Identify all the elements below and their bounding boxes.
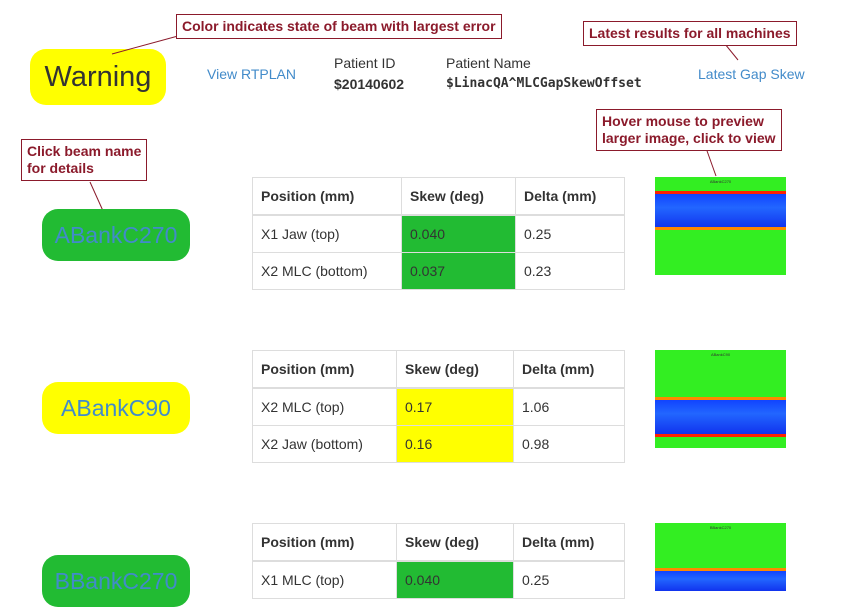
callout-hover-line2: larger image, click to view xyxy=(602,130,776,146)
thumbnail-edge-bottom xyxy=(655,227,786,230)
table-row: X2 MLC (top) 0.17 1.06 xyxy=(252,387,625,426)
thumbnail-title: ABankC270 xyxy=(709,179,732,184)
thumbnail-edge-top xyxy=(655,397,786,400)
thumbnail-gap-band xyxy=(655,400,786,434)
callout-hover-preview: Hover mouse to preview larger image, cli… xyxy=(596,109,782,151)
column-header-delta: Delta (mm) xyxy=(513,523,625,562)
thumbnail-title: ABankC90 xyxy=(710,352,731,357)
column-header-position: Position (mm) xyxy=(252,523,397,562)
thumbnail-edge-top xyxy=(655,568,786,571)
delta-cell: 0.98 xyxy=(513,425,625,463)
callout-click-beam-line1: Click beam name xyxy=(27,143,142,159)
delta-cell: 0.25 xyxy=(513,560,625,599)
column-header-skew: Skew (deg) xyxy=(396,523,514,562)
beam-button-bbankc270[interactable]: BBankC270 xyxy=(42,555,190,607)
column-header-delta: Delta (mm) xyxy=(513,350,625,389)
position-cell: X2 MLC (top) xyxy=(252,387,397,426)
patient-name-label: Patient Name xyxy=(446,55,531,71)
patient-name-value: $LinacQA^MLCGapSkewOffset xyxy=(446,76,642,91)
patient-id-label: Patient ID xyxy=(334,55,396,71)
column-header-position: Position (mm) xyxy=(252,350,397,389)
table-header-row: Position (mm) Skew (deg) Delta (mm) xyxy=(252,523,625,562)
beam-image-thumbnail-bbankc270[interactable]: BBankC270 xyxy=(655,523,786,591)
thumbnail-edge-top xyxy=(655,191,786,194)
column-header-skew: Skew (deg) xyxy=(396,350,514,389)
status-badge: Warning xyxy=(30,49,166,105)
table-header-row: Position (mm) Skew (deg) Delta (mm) xyxy=(252,177,625,216)
table-row: X1 MLC (top) 0.040 0.25 xyxy=(252,560,625,599)
beam-table-bbankc270: Position (mm) Skew (deg) Delta (mm) X1 M… xyxy=(252,523,625,599)
column-header-skew: Skew (deg) xyxy=(401,177,516,216)
table-row: X2 Jaw (bottom) 0.16 0.98 xyxy=(252,425,625,463)
beam-image-thumbnail-abankc90[interactable]: ABankC90 xyxy=(655,350,786,448)
thumbnail-gap-band xyxy=(655,194,786,228)
beam-button-abankc90[interactable]: ABankC90 xyxy=(42,382,190,434)
position-cell: X2 Jaw (bottom) xyxy=(252,425,397,463)
thumbnail-gap-band xyxy=(655,571,786,591)
callout-color-state: Color indicates state of beam with large… xyxy=(176,14,502,39)
callout-latest-results: Latest results for all machines xyxy=(583,21,797,46)
table-row: X2 MLC (bottom) 0.037 0.23 xyxy=(252,252,625,290)
column-header-position: Position (mm) xyxy=(252,177,402,216)
thumbnail-title: BBankC270 xyxy=(709,525,732,530)
beam-table-abankc90: Position (mm) Skew (deg) Delta (mm) X2 M… xyxy=(252,350,625,463)
delta-cell: 1.06 xyxy=(513,387,625,426)
patient-id-value: $20140602 xyxy=(334,76,405,92)
callout-hover-line1: Hover mouse to preview xyxy=(602,113,764,129)
latest-gap-skew-link[interactable]: Latest Gap Skew xyxy=(698,66,805,82)
delta-cell: 0.25 xyxy=(515,214,625,253)
skew-cell: 0.16 xyxy=(396,425,514,463)
column-header-delta: Delta (mm) xyxy=(515,177,625,216)
view-rtplan-link[interactable]: View RTPLAN xyxy=(207,66,296,82)
skew-cell: 0.17 xyxy=(396,387,514,426)
beam-button-abankc270[interactable]: ABankC270 xyxy=(42,209,190,261)
beam-table-abankc270: Position (mm) Skew (deg) Delta (mm) X1 J… xyxy=(252,177,625,290)
thumbnail-edge-bottom xyxy=(655,434,786,437)
position-cell: X1 Jaw (top) xyxy=(252,214,402,253)
table-header-row: Position (mm) Skew (deg) Delta (mm) xyxy=(252,350,625,389)
callout-click-beam: Click beam name for details xyxy=(21,139,148,181)
position-cell: X1 MLC (top) xyxy=(252,560,397,599)
skew-cell: 0.037 xyxy=(401,252,516,290)
skew-cell: 0.040 xyxy=(401,214,516,253)
skew-cell: 0.040 xyxy=(396,560,514,599)
position-cell: X2 MLC (bottom) xyxy=(252,252,402,290)
callout-click-beam-line2: for details xyxy=(27,160,94,176)
delta-cell: 0.23 xyxy=(515,252,625,290)
table-row: X1 Jaw (top) 0.040 0.25 xyxy=(252,214,625,253)
beam-image-thumbnail-abankc270[interactable]: ABankC270 xyxy=(655,177,786,275)
